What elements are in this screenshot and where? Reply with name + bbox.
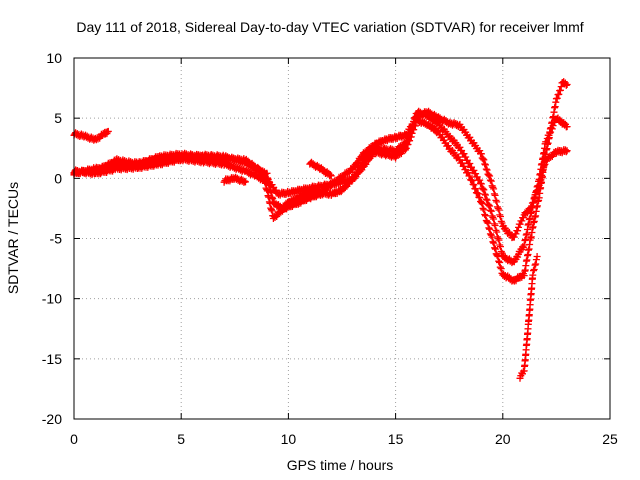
x-axis-label: GPS time / hours bbox=[287, 457, 394, 473]
data-series bbox=[70, 78, 571, 382]
series-track-g bbox=[516, 253, 541, 382]
plot-border bbox=[73, 57, 611, 420]
chart-title: Day 111 of 2018, Sidereal Day-to-day VTE… bbox=[76, 19, 583, 35]
y-tick-label: 5 bbox=[54, 110, 62, 126]
x-tick-label: 5 bbox=[177, 431, 185, 447]
y-tick-label: -15 bbox=[42, 351, 62, 367]
marker-set-track-g bbox=[516, 253, 541, 382]
y-tick-label: -20 bbox=[42, 411, 62, 427]
y-axis-label: SDTVAR / TECUs bbox=[5, 182, 21, 294]
series-track-a bbox=[70, 127, 112, 144]
y-tick-label: 10 bbox=[46, 50, 62, 66]
y-tick-label: 0 bbox=[54, 170, 62, 186]
series-track-f bbox=[220, 173, 249, 186]
x-tick-label: 10 bbox=[281, 431, 297, 447]
y-tick-label: -5 bbox=[50, 231, 63, 247]
marker-set-track-f bbox=[220, 173, 249, 186]
x-tick-label: 20 bbox=[495, 431, 511, 447]
series-track-b bbox=[70, 107, 571, 242]
series-track-e bbox=[306, 158, 335, 180]
x-tick-label: 0 bbox=[70, 431, 78, 447]
marker-set-track-d bbox=[70, 78, 571, 285]
marker-set-track-b bbox=[70, 107, 571, 242]
plot-frame bbox=[73, 57, 611, 420]
x-tick-label: 25 bbox=[602, 431, 618, 447]
marker-set-track-e bbox=[306, 158, 335, 180]
x-tick-label: 15 bbox=[388, 431, 404, 447]
tick-labels: 0 5 10 15 20 25 10 5 0 -5 -10 -15 -20 bbox=[42, 50, 618, 447]
marker-set-track-a bbox=[70, 127, 112, 144]
y-tick-label: -10 bbox=[42, 291, 62, 307]
series-track-d bbox=[70, 78, 571, 285]
